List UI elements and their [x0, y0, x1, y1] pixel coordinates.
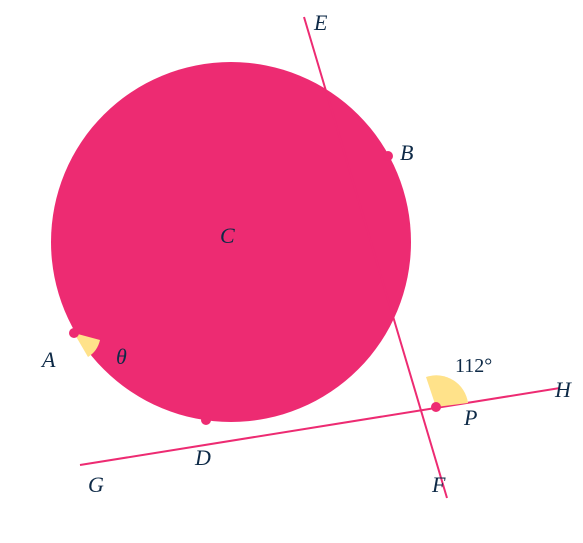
label-H: H [555, 377, 571, 403]
label-G: G [88, 472, 104, 498]
label-B: B [400, 140, 413, 166]
label-theta: θ [116, 344, 127, 370]
label-P: P [464, 405, 477, 431]
label-D: D [195, 445, 211, 471]
label-C: C [220, 223, 235, 249]
geometry-diagram [0, 0, 583, 543]
label-F: F [432, 472, 445, 498]
label-E: E [314, 10, 327, 36]
label-angle-112: 112° [455, 355, 492, 378]
label-A: A [42, 347, 55, 373]
